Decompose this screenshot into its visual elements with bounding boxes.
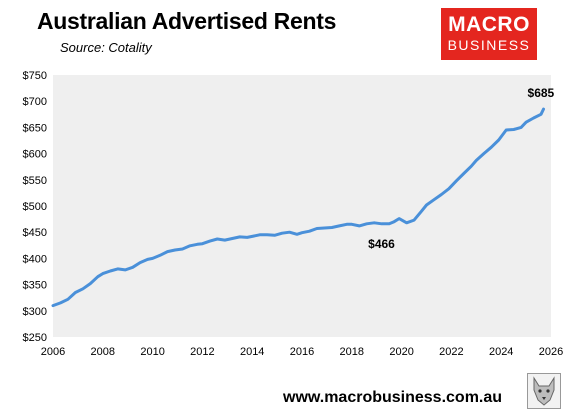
wolf-icon: [527, 373, 561, 409]
series-line-advertised-rents: [51, 107, 545, 308]
y-tick-label: $500: [23, 201, 47, 213]
logo-line-business: BUSINESS: [447, 37, 531, 53]
x-tick-label: 2024: [489, 346, 513, 358]
logo-line-macro: MACRO: [448, 13, 530, 36]
x-tick-label: 2006: [41, 346, 65, 358]
y-axis: $250 $300 $350 $400 $450 $500 $550 $600 $650 $700…: [23, 70, 47, 344]
x-tick-label: 2018: [340, 346, 364, 358]
macrobusiness-logo: MACRO BUSINESS: [441, 8, 537, 60]
annotations: $466 $685: [368, 86, 554, 251]
y-tick-label: $750: [23, 70, 47, 82]
y-tick-label: $350: [23, 280, 47, 292]
plot-area: [53, 75, 551, 337]
x-tick-label: 2008: [91, 346, 115, 358]
x-tick-label: 2010: [140, 346, 164, 358]
x-tick-label: 2016: [290, 346, 314, 358]
y-tick-label: $400: [23, 253, 47, 265]
chart-title: Australian Advertised Rents: [37, 8, 337, 34]
x-tick-label: 2014: [240, 346, 264, 358]
x-axis: 2006 2008 2010 2012 2014 2016 2018 2020 2022 2024…: [41, 346, 563, 358]
x-tick-label: 2020: [389, 346, 413, 358]
y-tick-label: $450: [23, 227, 47, 239]
x-tick-label: 2012: [190, 346, 214, 358]
x-tick-label: 2022: [439, 346, 463, 358]
y-tick-label: $650: [23, 122, 47, 134]
data-label: $466: [368, 237, 395, 251]
chart-source: Source: Cotality: [60, 40, 152, 55]
y-tick-label: $600: [23, 149, 47, 161]
x-tick-label: 2026: [539, 346, 563, 358]
data-label: $685: [528, 86, 555, 100]
y-tick-label: $550: [23, 175, 47, 187]
y-tick-label: $250: [23, 332, 47, 344]
website-url: www.macrobusiness.com.au: [283, 389, 503, 406]
y-tick-label: $300: [23, 306, 47, 318]
y-tick-label: $700: [23, 96, 47, 108]
